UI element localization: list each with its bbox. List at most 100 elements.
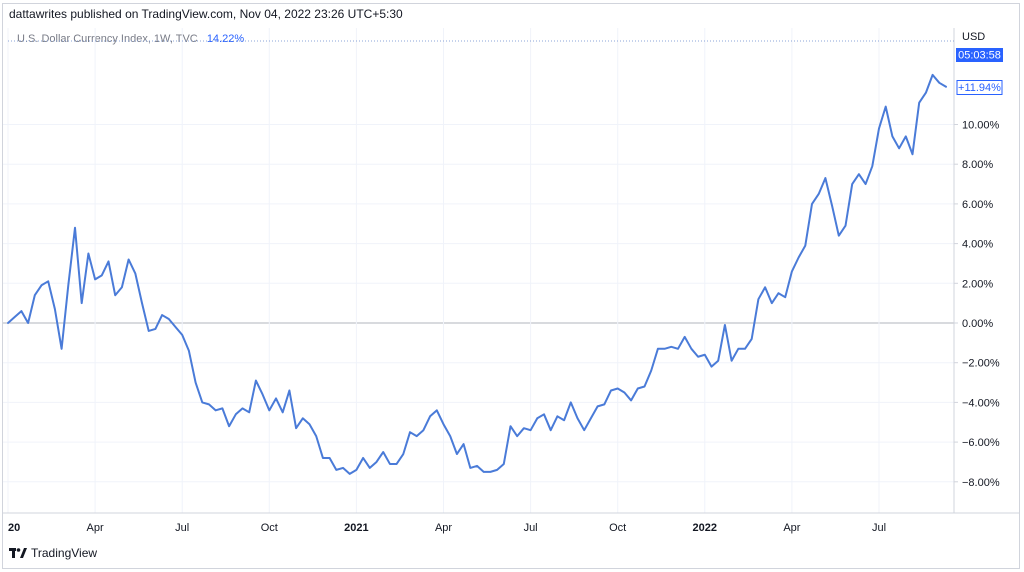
x-tick-label: Jul bbox=[524, 522, 538, 534]
data-point bbox=[282, 411, 284, 413]
data-point bbox=[529, 429, 531, 431]
chart-frame bbox=[2, 3, 1020, 569]
data-point bbox=[409, 431, 411, 433]
y-tick-label: 8.00% bbox=[962, 159, 993, 171]
data-point bbox=[596, 405, 598, 407]
data-point bbox=[369, 467, 371, 469]
data-point bbox=[60, 348, 62, 350]
data-point bbox=[590, 417, 592, 419]
data-point bbox=[34, 294, 36, 296]
data-point bbox=[261, 393, 263, 395]
y-tick-label: −2.00% bbox=[962, 358, 1000, 370]
data-point bbox=[127, 258, 129, 260]
data-point bbox=[643, 385, 645, 387]
data-point bbox=[536, 417, 538, 419]
data-point bbox=[315, 435, 317, 437]
x-tick-label: Oct bbox=[261, 522, 278, 534]
data-point bbox=[931, 74, 933, 76]
data-point bbox=[844, 225, 846, 227]
data-point bbox=[637, 387, 639, 389]
data-point bbox=[268, 409, 270, 411]
data-point bbox=[54, 308, 56, 310]
data-point bbox=[905, 135, 907, 137]
data-point bbox=[215, 409, 217, 411]
data-point bbox=[442, 423, 444, 425]
data-point bbox=[295, 427, 297, 429]
data-point bbox=[797, 256, 799, 258]
data-point bbox=[148, 330, 150, 332]
footer-brand[interactable]: TradingView bbox=[9, 546, 97, 560]
data-point bbox=[194, 381, 196, 383]
data-point bbox=[436, 409, 438, 411]
data-point bbox=[851, 183, 853, 185]
data-point bbox=[422, 429, 424, 431]
data-point bbox=[670, 346, 672, 348]
data-point bbox=[777, 292, 779, 294]
data-point bbox=[570, 401, 572, 403]
data-point bbox=[355, 469, 357, 471]
data-point bbox=[704, 354, 706, 356]
data-point bbox=[134, 272, 136, 274]
data-point bbox=[107, 260, 109, 262]
data-point bbox=[429, 415, 431, 417]
data-point bbox=[690, 348, 692, 350]
y-tick-label: 0.00% bbox=[962, 318, 993, 330]
data-point bbox=[416, 435, 418, 437]
data-point bbox=[449, 435, 451, 437]
data-point bbox=[14, 316, 16, 318]
data-point bbox=[302, 417, 304, 419]
data-point bbox=[864, 183, 866, 185]
publish-info: dattawrites published on TradingView.com… bbox=[9, 7, 403, 21]
data-point bbox=[27, 322, 29, 324]
data-point bbox=[389, 463, 391, 465]
data-point bbox=[328, 457, 330, 459]
data-point bbox=[288, 389, 290, 391]
data-point bbox=[322, 457, 324, 459]
data-point bbox=[771, 302, 773, 304]
x-tick-label: Apr bbox=[783, 522, 800, 534]
data-point bbox=[141, 302, 143, 304]
series-line bbox=[7, 73, 947, 475]
data-point bbox=[248, 411, 250, 413]
data-point bbox=[730, 360, 732, 362]
data-point bbox=[744, 348, 746, 350]
x-tick-label: 20 bbox=[8, 522, 20, 534]
data-point bbox=[94, 278, 96, 280]
data-point bbox=[737, 348, 739, 350]
data-point bbox=[342, 467, 344, 469]
data-point bbox=[154, 328, 156, 330]
data-point bbox=[751, 338, 753, 340]
data-point bbox=[617, 387, 619, 389]
y-axis[interactable]: 10.00% 8.00% 6.00% 4.00% 2.00% 0.00% −2.00% −4.… bbox=[954, 120, 1000, 489]
data-point bbox=[858, 173, 860, 175]
data-point bbox=[395, 463, 397, 465]
data-point bbox=[563, 419, 565, 421]
data-point bbox=[757, 298, 759, 300]
data-point bbox=[201, 401, 203, 403]
legend-change: 14.22% bbox=[206, 33, 245, 45]
data-point bbox=[550, 429, 552, 431]
data-point bbox=[114, 294, 116, 296]
countdown-label: 05:03:58 bbox=[958, 50, 1001, 62]
series-legend[interactable]: U.S. Dollar Currency Index, 1W, TVC 14.2… bbox=[17, 33, 244, 45]
data-point bbox=[255, 379, 257, 381]
data-point bbox=[101, 274, 103, 276]
data-point bbox=[811, 203, 813, 205]
data-point bbox=[650, 369, 652, 371]
data-point bbox=[349, 473, 351, 475]
data-point bbox=[603, 403, 605, 405]
data-point bbox=[764, 286, 766, 288]
data-point bbox=[181, 334, 183, 336]
x-axis[interactable]: 20 Apr Jul Oct 2021 Apr Jul Oct 2022 Apr Jul bbox=[8, 522, 886, 534]
data-point bbox=[945, 86, 947, 88]
data-point bbox=[174, 326, 176, 328]
x-tick-label: Jul bbox=[872, 522, 886, 534]
data-point bbox=[375, 461, 377, 463]
data-point bbox=[657, 348, 659, 350]
data-point bbox=[483, 471, 485, 473]
data-point bbox=[697, 356, 699, 358]
data-point bbox=[335, 469, 337, 471]
data-point bbox=[938, 82, 940, 84]
data-point bbox=[489, 471, 491, 473]
